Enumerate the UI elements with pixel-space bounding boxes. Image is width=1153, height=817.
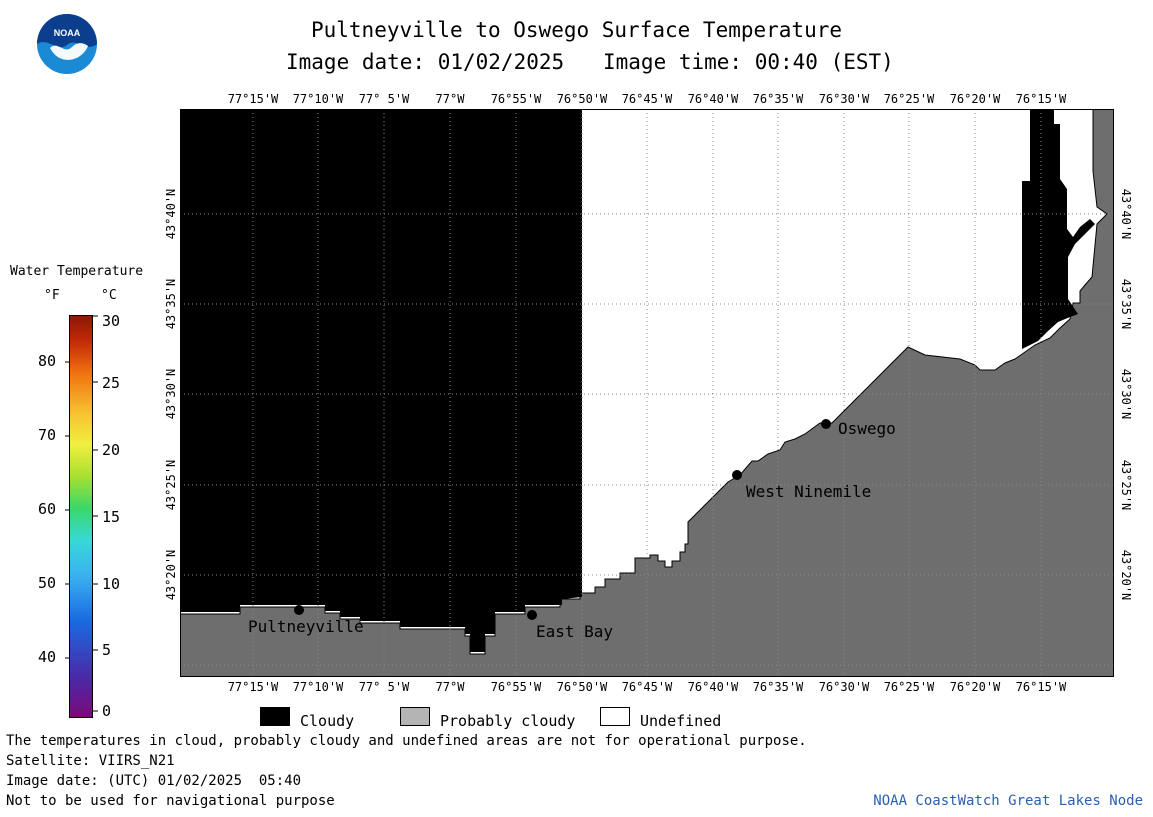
nav-warning-text: Not to be used for navigational purpose (6, 793, 335, 809)
lon-label-top: 76°40'W (687, 92, 739, 106)
lat-label-right: 43°20'N (1119, 549, 1133, 601)
colorbar-c-tick: 0 (102, 702, 112, 720)
place-label-pultneyville: Pultneyville (248, 617, 364, 636)
legend-label-probably-cloudy: Probably cloudy (440, 712, 576, 730)
lon-label-bottom: 76°40'W (687, 680, 739, 694)
lat-label-right: 43°40'N (1119, 188, 1133, 240)
lat-label-left: 43°25'N (164, 459, 178, 511)
lon-label-top: 77°10'W (292, 92, 344, 106)
lon-label-bottom: 76°20'W (949, 680, 1001, 694)
image-date: Image date: 01/02/2025 (286, 50, 565, 74)
lon-label-bottom: 77° 5'W (358, 680, 410, 694)
cloud-area-east (1022, 109, 1095, 349)
colorbar-c-tick: 30 (102, 312, 121, 330)
lon-label-top: 76°45'W (621, 92, 673, 106)
legend-swatch-undefined (600, 707, 630, 726)
satellite-text: Satellite: VIIRS_N21 (6, 753, 175, 769)
lon-label-top: 76°50'W (556, 92, 608, 106)
lon-label-top: 77°W (435, 92, 465, 106)
place-label-oswego: Oswego (838, 419, 896, 438)
noaa-logo: NOAA (36, 13, 98, 75)
colorbar-f-tick: 70 (38, 426, 57, 444)
colorbar-f-tick: 80 (38, 352, 57, 370)
colorbar-f-tick: 50 (38, 574, 57, 592)
lon-label-bottom: 77°15'W (227, 680, 279, 694)
place-label-east-bay: East Bay (536, 622, 614, 641)
lon-label-bottom: 76°30'W (818, 680, 870, 694)
map-border (180, 109, 1114, 677)
lon-label-bottom: 76°35'W (752, 680, 804, 694)
lat-label-right: 43°25'N (1119, 459, 1133, 511)
lon-label-top: 76°15'W (1015, 92, 1067, 106)
lon-label-bottom: 77°10'W (292, 680, 344, 694)
lon-label-top: 76°20'W (949, 92, 1001, 106)
legend-swatch-probably-cloudy (400, 707, 430, 726)
marker-east-bay (527, 610, 537, 620)
lon-label-top: 76°55'W (490, 92, 542, 106)
cloud-area-west (180, 109, 582, 652)
place-label-west-ninemile: West Ninemile (746, 482, 872, 501)
colorbar-c-tick: 5 (102, 641, 112, 659)
legend-label-undefined: Undefined (640, 712, 722, 730)
legend-label-cloudy: Cloudy (300, 712, 355, 730)
lat-label-left: 43°30'N (164, 368, 178, 420)
lat-label-left: 43°35'N (164, 278, 178, 330)
lat-label-right: 43°30'N (1119, 368, 1133, 420)
disclaimer-text: The temperatures in cloud, probably clou… (6, 733, 807, 749)
lat-label-left: 43°20'N (164, 549, 178, 601)
credit-text: NOAA CoastWatch Great Lakes Node (873, 793, 1143, 809)
lat-label-right: 43°35'N (1119, 278, 1133, 330)
colorbar-unit-f: °F (44, 288, 60, 303)
land-area (180, 109, 1114, 677)
graticule (180, 109, 1114, 677)
lon-label-top: 76°35'W (752, 92, 804, 106)
colorbar-f-tick: 60 (38, 500, 57, 518)
legend-swatch-cloudy (260, 707, 290, 726)
marker-pultneyville (294, 605, 304, 615)
lon-label-bottom: 76°45'W (621, 680, 673, 694)
marker-oswego (821, 419, 831, 429)
lat-label-left: 43°40'N (164, 188, 178, 240)
lon-label-bottom: 76°15'W (1015, 680, 1067, 694)
marker-west-ninemile (732, 470, 742, 480)
colorbar-ticks (65, 315, 98, 712)
colorbar-c-tick: 15 (102, 508, 121, 526)
image-time: Image time: 00:40 (EST) (603, 50, 894, 74)
colorbar-c-tick: 10 (102, 575, 121, 593)
colorbar (69, 315, 93, 718)
colorbar-unit-c: °C (101, 288, 117, 303)
colorbar-c-tick: 25 (102, 374, 121, 392)
lon-label-top: 76°25'W (883, 92, 935, 106)
page-title: Pultneyville to Oswego Surface Temperatu… (310, 18, 842, 42)
lon-label-bottom: 76°55'W (490, 680, 542, 694)
map-panel (180, 109, 1114, 677)
lon-label-bottom: 77°W (435, 680, 465, 694)
logo-text: NOAA (54, 28, 81, 38)
colorbar-title: Water Temperature (10, 264, 144, 279)
lon-label-top: 77° 5'W (358, 92, 410, 106)
lon-label-top: 76°30'W (818, 92, 870, 106)
colorbar-c-tick: 20 (102, 441, 121, 459)
utc-date-text: Image date: (UTC) 01/02/2025 05:40 (6, 773, 302, 789)
lon-label-top: 77°15'W (227, 92, 279, 106)
lon-label-bottom: 76°25'W (883, 680, 935, 694)
lon-label-bottom: 76°50'W (556, 680, 608, 694)
colorbar-f-tick: 40 (38, 648, 57, 666)
